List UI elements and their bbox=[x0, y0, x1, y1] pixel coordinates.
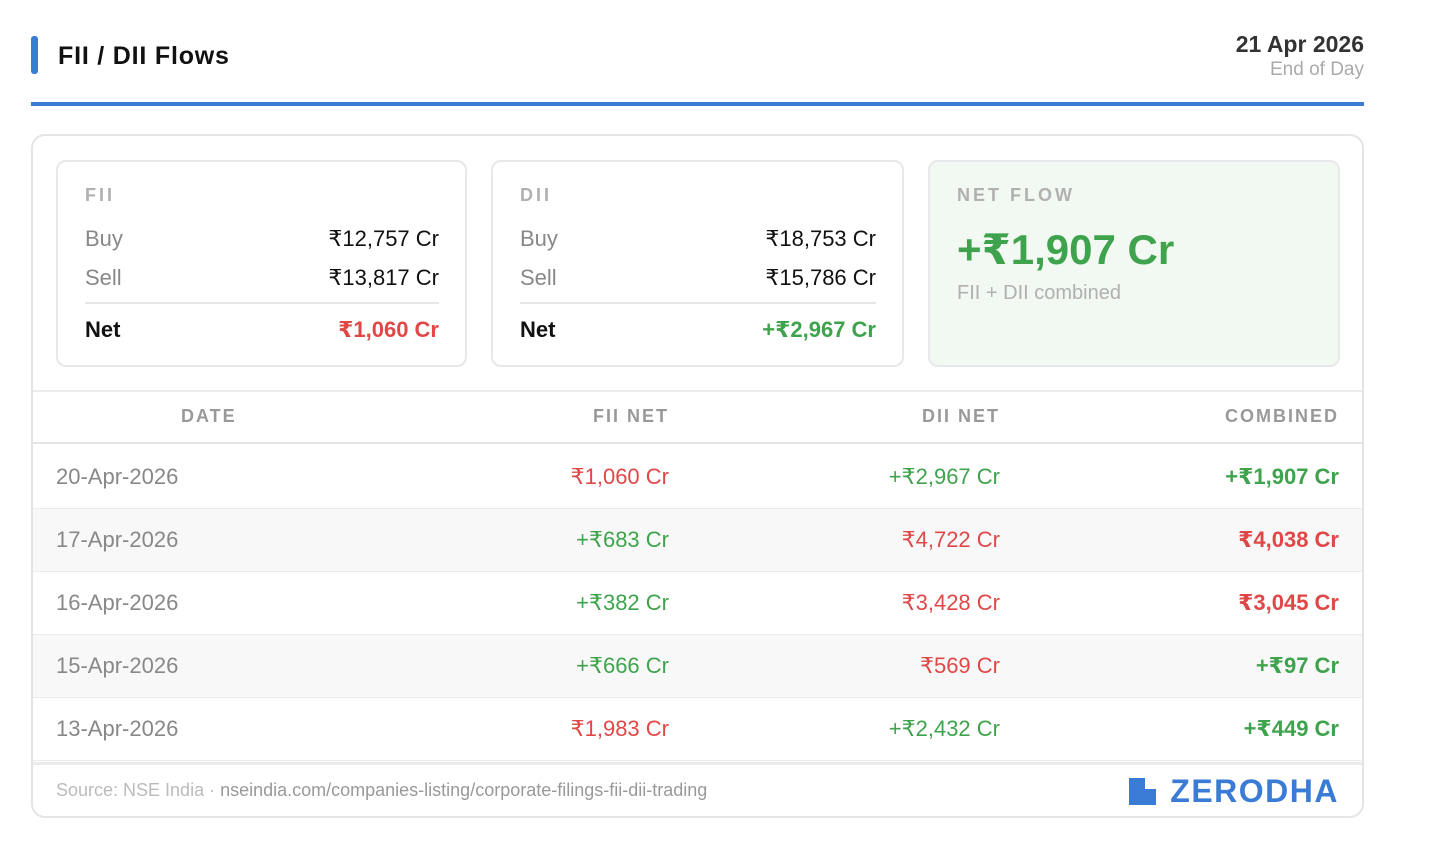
fii-net-label: Net bbox=[85, 317, 121, 342]
net-flow-label: NET FLOW bbox=[957, 185, 1075, 205]
card-footer: Source: NSE India · nseindia.com/compani… bbox=[33, 762, 1362, 816]
row-combined: ₹4,038 Cr bbox=[1238, 527, 1339, 552]
fii-net-row: Net ₹1,060 Cr bbox=[85, 317, 439, 343]
fii-buy-row: Buy ₹12,757 Cr bbox=[85, 226, 439, 252]
row-combined: +₹97 Cr bbox=[1255, 653, 1339, 678]
dii-net-label: Net bbox=[520, 317, 556, 342]
row-fii-net: ₹1,983 Cr bbox=[570, 716, 669, 741]
fii-label: FII bbox=[85, 185, 115, 205]
dii-divider bbox=[520, 302, 876, 304]
page-title: FII / DII Flows bbox=[58, 42, 230, 70]
table-separator bbox=[33, 390, 1362, 392]
report-date: 21 Apr 2026 bbox=[1235, 31, 1364, 57]
table-row: 20-Apr-2026 ₹1,060 Cr +₹2,967 Cr +₹1,907… bbox=[33, 446, 1362, 509]
fii-summary-box: FII Buy ₹12,757 Cr Sell ₹13,817 Cr Net ₹… bbox=[56, 160, 467, 367]
row-date: 16-Apr-2026 bbox=[56, 590, 179, 615]
dii-buy-value: ₹18,753 Cr bbox=[765, 226, 876, 251]
net-flow-caption: FII + DII combined bbox=[957, 282, 1121, 304]
row-fii-net: +₹683 Cr bbox=[576, 527, 669, 552]
column-header-dii-net: DII NET bbox=[921, 406, 1000, 426]
table-row: 17-Apr-2026 +₹683 Cr ₹4,722 Cr ₹4,038 Cr bbox=[33, 509, 1362, 572]
report-date-subtitle: End of Day bbox=[1270, 59, 1364, 80]
row-combined: +₹1,907 Cr bbox=[1225, 464, 1339, 489]
fii-sell-label: Sell bbox=[85, 265, 122, 290]
dii-label: DII bbox=[520, 185, 553, 205]
brand-name: ZERODHA bbox=[1170, 773, 1339, 809]
net-flow-value: +₹1,907 Cr bbox=[957, 226, 1175, 273]
fii-divider bbox=[85, 302, 439, 304]
row-dii-net: +₹2,967 Cr bbox=[888, 464, 1000, 489]
source-note: Source: NSE India · nseindia.com/compani… bbox=[56, 780, 707, 801]
table-row: 13-Apr-2026 ₹1,983 Cr +₹2,432 Cr +₹449 C… bbox=[33, 698, 1362, 761]
fii-buy-value: ₹12,757 Cr bbox=[328, 226, 439, 251]
row-dii-net: ₹4,722 Cr bbox=[901, 527, 1000, 552]
zerodha-logo-icon bbox=[1129, 778, 1157, 805]
dii-sell-row: Sell ₹15,786 Cr bbox=[520, 265, 876, 291]
fii-sell-row: Sell ₹13,817 Cr bbox=[85, 265, 439, 291]
page-header: FII / DII Flows 21 Apr 2026 End of Day bbox=[31, 30, 1364, 106]
row-dii-net: +₹2,432 Cr bbox=[888, 716, 1000, 741]
date-block: 21 Apr 2026 End of Day bbox=[1236, 31, 1364, 81]
title-accent-bar bbox=[31, 36, 38, 74]
row-fii-net: +₹382 Cr bbox=[576, 590, 669, 615]
net-flow-box: NET FLOW +₹1,907 Cr FII + DII combined bbox=[928, 160, 1340, 367]
fii-net-value: ₹1,060 Cr bbox=[338, 317, 439, 342]
row-date: 13-Apr-2026 bbox=[56, 716, 179, 741]
source-label: Source: NSE India bbox=[56, 780, 205, 800]
row-combined: ₹3,045 Cr bbox=[1238, 590, 1339, 615]
brand-logo: ZERODHA bbox=[1129, 773, 1339, 810]
source-link[interactable]: nseindia.com/companies-listing/corporate… bbox=[220, 780, 708, 800]
column-header-fii-net: FII NET bbox=[593, 406, 669, 426]
row-dii-net: ₹569 Cr bbox=[919, 653, 1000, 678]
dii-buy-label: Buy bbox=[520, 226, 558, 251]
flows-card: FII Buy ₹12,757 Cr Sell ₹13,817 Cr Net ₹… bbox=[31, 134, 1364, 818]
row-date: 15-Apr-2026 bbox=[56, 653, 179, 678]
source-separator: · bbox=[204, 780, 221, 800]
dii-net-value: +₹2,967 Cr bbox=[762, 317, 876, 342]
dii-sell-value: ₹15,786 Cr bbox=[765, 265, 876, 290]
dii-buy-row: Buy ₹18,753 Cr bbox=[520, 226, 876, 252]
column-header-date: DATE bbox=[181, 406, 237, 426]
row-fii-net: ₹1,060 Cr bbox=[570, 464, 669, 489]
table-row: 16-Apr-2026 +₹382 Cr ₹3,428 Cr ₹3,045 Cr bbox=[33, 572, 1362, 635]
table-row: 15-Apr-2026 +₹666 Cr ₹569 Cr +₹97 Cr bbox=[33, 635, 1362, 698]
column-header-combined: COMBINED bbox=[1225, 406, 1339, 426]
dii-summary-box: DII Buy ₹18,753 Cr Sell ₹15,786 Cr Net +… bbox=[491, 160, 904, 367]
row-dii-net: ₹3,428 Cr bbox=[901, 590, 1000, 615]
dii-net-row: Net +₹2,967 Cr bbox=[520, 317, 876, 343]
row-combined: +₹449 Cr bbox=[1243, 716, 1339, 741]
table-header: DATE FII NET DII NET COMBINED bbox=[33, 392, 1362, 444]
row-fii-net: +₹666 Cr bbox=[576, 653, 669, 678]
dii-sell-label: Sell bbox=[520, 265, 557, 290]
fii-sell-value: ₹13,817 Cr bbox=[328, 265, 439, 290]
fii-buy-label: Buy bbox=[85, 226, 123, 251]
row-date: 20-Apr-2026 bbox=[56, 464, 179, 489]
row-date: 17-Apr-2026 bbox=[56, 527, 179, 552]
